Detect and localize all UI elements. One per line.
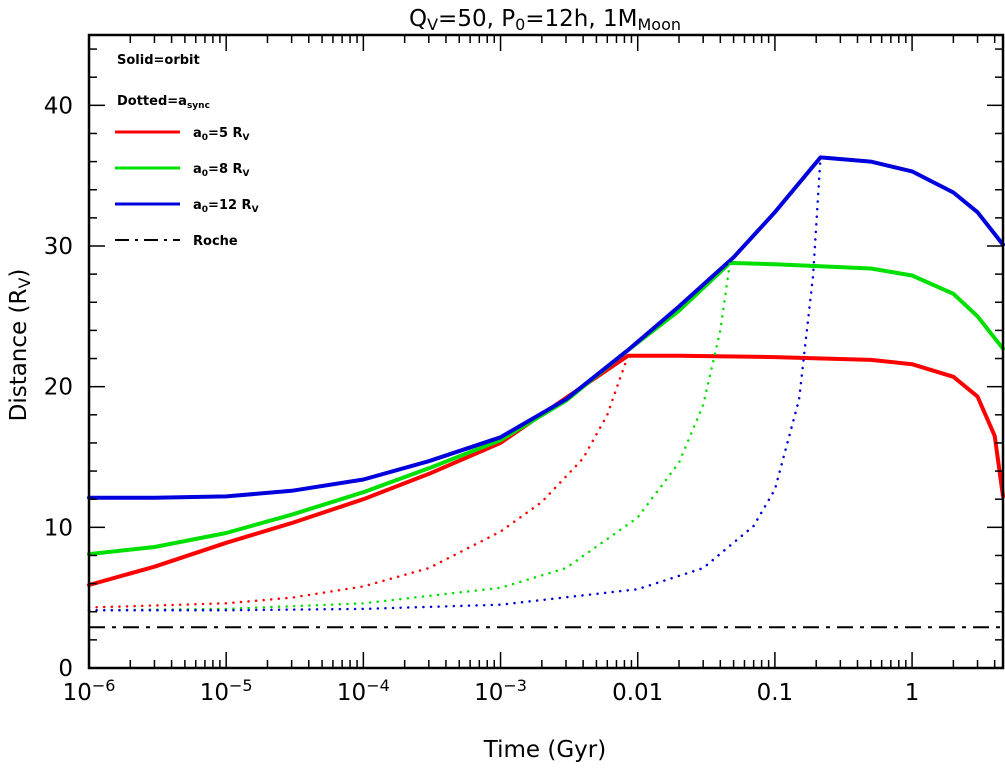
legend: Solid=orbit Dotted=async a0=5 RV a0=8 RV… — [115, 53, 259, 249]
sync-curve-4 — [87, 261, 732, 612]
x-tick-labels: 10−6 10−5 10−4 10−3 0.01 0.1 1 — [63, 676, 920, 707]
legend-note-sync: Dotted=async — [117, 94, 210, 111]
x-tick-label: 10−5 — [200, 676, 253, 707]
legend-note-orbit: Solid=orbit — [117, 53, 200, 68]
x-tick-label: 10−6 — [63, 676, 116, 707]
y-tick-labels: 0 10 20 30 40 — [44, 93, 73, 682]
x-axis-label: Time (Gyr) — [483, 737, 606, 763]
sync-curve-5 — [87, 156, 822, 612]
x-tick-label: 0.01 — [612, 680, 663, 706]
x-tick-label: 10−4 — [337, 676, 390, 707]
y-tick-label: 20 — [44, 375, 73, 401]
plot-frame — [87, 33, 1005, 670]
legend-label-a0-5: a0=5 RV — [193, 126, 250, 143]
x-tick-label: 1 — [905, 680, 920, 706]
axis-ticks — [88, 35, 1003, 669]
y-axis-label: Distance (RV) — [6, 269, 34, 422]
y-tick-label: 0 — [58, 656, 73, 682]
orbit-curve-2 — [87, 155, 1005, 500]
legend-label-a0-8: a0=8 RV — [193, 162, 250, 179]
legend-label-roche: Roche — [193, 234, 238, 249]
plot-area — [87, 155, 1005, 629]
x-tick-label: 10−3 — [474, 676, 527, 707]
y-tick-label: 10 — [44, 515, 73, 541]
x-tick-label: 0.1 — [757, 680, 794, 706]
y-tick-label: 40 — [44, 93, 73, 119]
orbit-curve-0 — [87, 353, 1005, 587]
legend-label-a0-12: a0=12 RV — [193, 198, 259, 215]
orbit-curve-1 — [87, 260, 1005, 557]
y-tick-label: 30 — [44, 234, 73, 260]
chart-title: QV=50, P0=12h, 1MMoon — [409, 6, 681, 34]
